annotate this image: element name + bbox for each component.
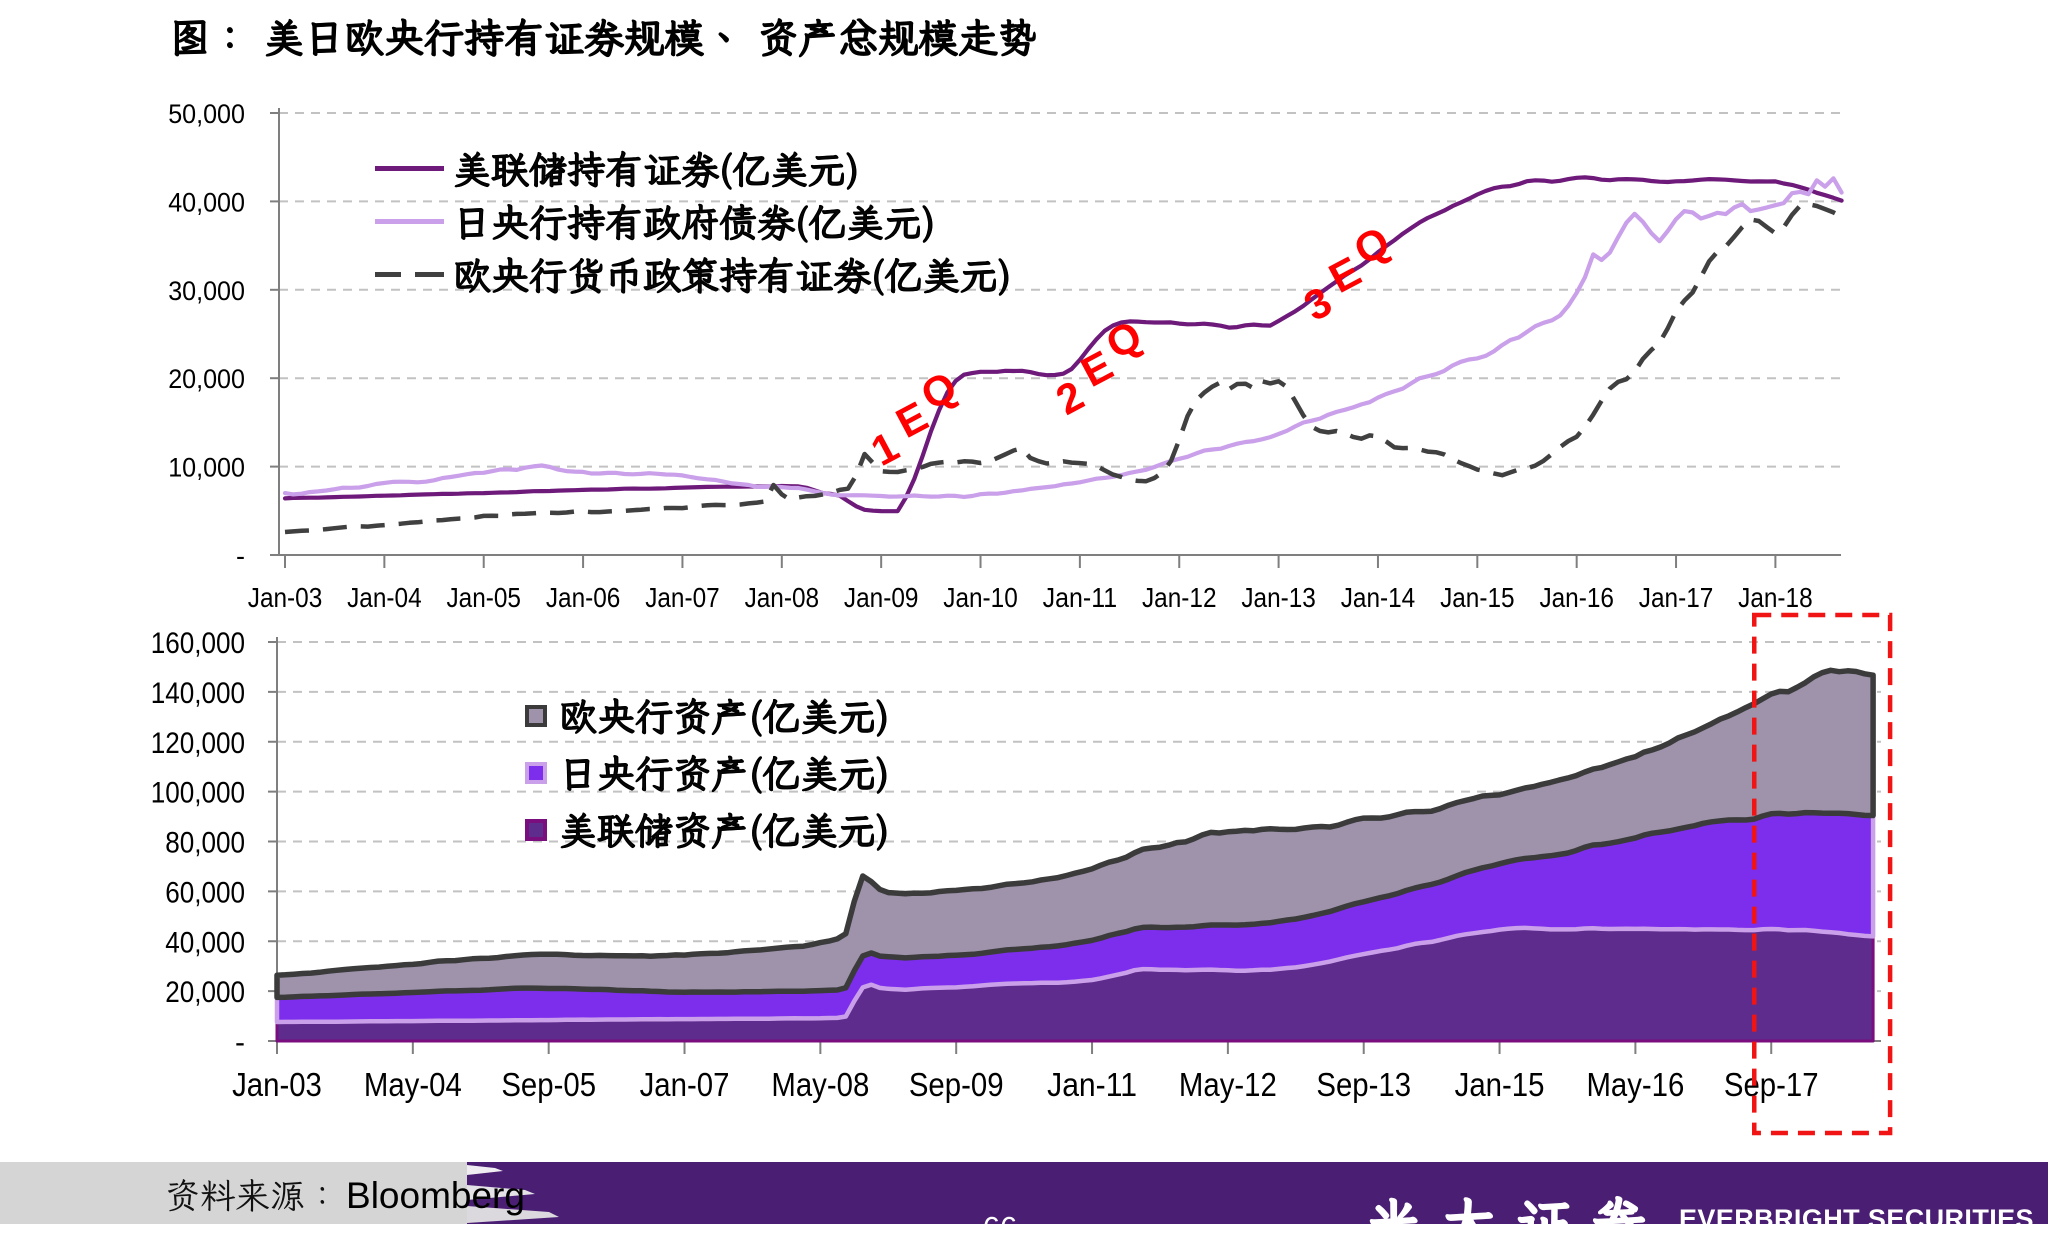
x-tick-label: Jan-05 <box>446 582 520 613</box>
source-value: Bloomberg <box>346 1175 525 1216</box>
x-tick-label: Jan-12 <box>1142 582 1217 613</box>
x-tick-label: Jan-04 <box>347 582 422 613</box>
legend-square-swatch <box>525 818 547 841</box>
y-tick-label: 160,000 <box>151 627 245 660</box>
legend-label: 欧央行资产(亿美元) <box>559 690 890 741</box>
legend-label: 日央行持有政府债券(亿美元) <box>453 196 936 247</box>
everbright-logo-english: EVERBRIGHT SECURITIES <box>1679 1204 2034 1234</box>
source-label: 资料来源： <box>165 1172 341 1218</box>
legend-item: 美联储持有证券(亿美元) <box>375 142 1012 195</box>
x-tick-label: Jan-13 <box>1241 582 1316 613</box>
legend-item: 欧央行货币政策持有证券(亿美元) <box>375 248 1012 301</box>
legend-square-swatch <box>525 761 547 784</box>
x-tick-label: Jan-15 <box>1455 1066 1545 1103</box>
legend-label: 美联储持有证券(亿美元) <box>453 143 860 194</box>
bottom-chart-legend: 欧央行资产(亿美元) 日央行资产(亿美元) 美联储资产(亿美元) <box>525 687 890 858</box>
title-prefix: 图： <box>170 12 250 64</box>
y-tick-label: 20,000 <box>165 976 245 1009</box>
x-tick-label: Jan-18 <box>1738 582 1813 613</box>
y-tick-label: - <box>236 541 245 571</box>
y-tick-label: 30,000 <box>168 276 245 306</box>
y-tick-label: 140,000 <box>151 677 245 710</box>
line-series-0 <box>282 175 1844 514</box>
legend-line-swatch <box>375 272 444 277</box>
legend-square-swatch <box>525 704 547 727</box>
y-tick-label: 10,000 <box>168 453 245 483</box>
page-number: 66 <box>982 1210 1018 1245</box>
x-tick-label: May-12 <box>1179 1066 1277 1103</box>
x-tick-label: Sep-09 <box>909 1066 1004 1103</box>
legend-item: 欧央行资产(亿美元) <box>525 687 890 744</box>
footer: 资料来源： Bloomberg 66 光大证券 EVERBRIGHT SECURI… <box>0 1162 2048 1259</box>
x-tick-label: Jan-09 <box>844 582 919 613</box>
footer-source-band <box>0 1162 467 1224</box>
y-tick-label: 40,000 <box>168 187 245 217</box>
x-tick-label: Jan-07 <box>640 1066 730 1103</box>
x-tick-label: Sep-17 <box>1724 1066 1819 1103</box>
legend-item: 美联储资产(亿美元) <box>525 801 890 858</box>
x-tick-label: Jan-03 <box>232 1066 322 1103</box>
y-tick-label: 80,000 <box>165 827 245 860</box>
legend-label: 日央行资产(亿美元) <box>559 747 890 798</box>
y-tick-label: 50,000 <box>168 99 245 129</box>
x-tick-label: Jan-17 <box>1639 582 1714 613</box>
line-series-2 <box>284 201 1843 535</box>
x-tick-label: May-16 <box>1586 1066 1684 1103</box>
legend-item: 日央行资产(亿美元) <box>525 744 890 801</box>
legend-label: 美联储资产(亿美元) <box>559 804 890 855</box>
x-tick-label: Jan-07 <box>645 582 720 613</box>
x-tick-label: Jan-11 <box>1043 582 1118 613</box>
x-tick-label: May-04 <box>364 1066 462 1103</box>
y-tick-label: 120,000 <box>151 727 245 760</box>
area-series-2 <box>274 667 1876 1001</box>
charts-canvas: - 10,000 20,000 30,000 40,000 50,000 Jan-03 Jan… <box>151 99 1893 1136</box>
source-line: 资料来源： Bloomberg <box>165 1172 525 1218</box>
legend-label: 欧央行货币政策持有证券(亿美元) <box>453 249 1012 300</box>
x-tick-label: Jan-11 <box>1047 1066 1137 1103</box>
legend-item: 日央行持有政府债券(亿美元) <box>375 195 1012 248</box>
title-text: 美日欧央行持有证券规模、 资产总规模走势 <box>264 12 1038 64</box>
highlight-box <box>1752 612 1893 1136</box>
y-tick-label: 60,000 <box>165 876 245 909</box>
y-tick-label: 40,000 <box>165 926 245 959</box>
report-page: {"page":{"background":"#ffffff"},"title"… <box>0 15 2048 1259</box>
y-tick-label: 20,000 <box>168 364 245 394</box>
y-tick-label: 100,000 <box>151 777 245 810</box>
x-tick-label: Jan-14 <box>1341 582 1416 613</box>
line-series-1 <box>282 176 1844 499</box>
x-tick-label: Jan-15 <box>1440 582 1515 613</box>
x-tick-label: Jan-08 <box>745 582 820 613</box>
everbright-rays-icon <box>467 1165 559 1223</box>
x-tick-label: Jan-03 <box>248 582 323 613</box>
top-chart-legend: 美联储持有证券(亿美元) 日央行持有政府债券(亿美元) 欧央行货币政策持有证券(亿美… <box>375 142 1012 301</box>
x-tick-label: Sep-05 <box>501 1066 596 1103</box>
x-tick-label: Jan-06 <box>546 582 621 613</box>
x-tick-label: May-08 <box>771 1066 869 1103</box>
y-tick-label: - <box>235 1026 245 1059</box>
everbright-logo-chinese: 光大证券 <box>1365 1184 1666 1259</box>
x-tick-label: Jan-10 <box>943 582 1018 613</box>
footer-purple-band <box>440 1162 2048 1224</box>
x-tick-label: Jan-16 <box>1539 582 1614 613</box>
page-title: 图： 美日欧央行持有证券规模、 资产总规模走势 <box>170 16 1038 60</box>
legend-line-swatch <box>375 219 444 224</box>
x-tick-label: Sep-13 <box>1316 1066 1411 1103</box>
legend-line-swatch <box>375 166 444 171</box>
